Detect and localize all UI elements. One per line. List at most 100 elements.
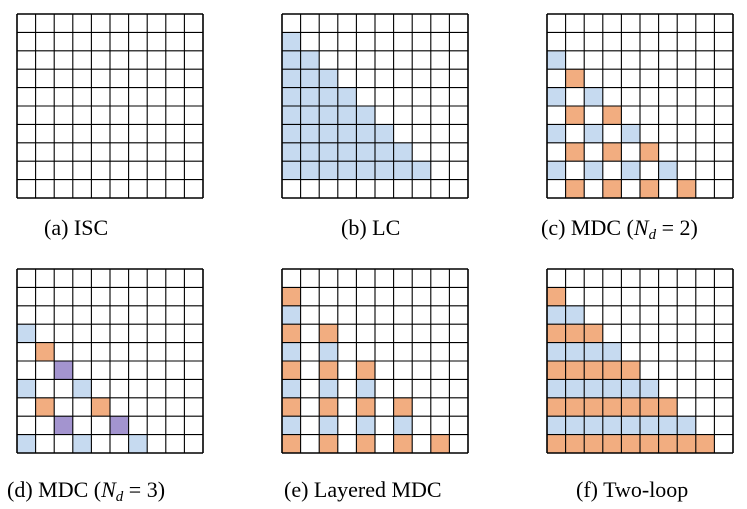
cell-orange (621, 361, 640, 380)
cell-orange (677, 179, 696, 198)
cell-orange (430, 434, 450, 453)
cell-blue (547, 305, 566, 325)
cell-blue (300, 142, 320, 162)
grid-c (546, 13, 734, 199)
cell-blue (621, 124, 640, 143)
cell-orange (319, 397, 338, 417)
cell-blue (282, 32, 301, 51)
caption-d-tail: = 3) (123, 477, 166, 502)
cell-blue (565, 342, 585, 361)
cell-blue (602, 379, 622, 398)
cell-blue (319, 342, 338, 361)
cell-blue (72, 379, 92, 398)
cell-orange (393, 434, 413, 453)
cell-blue (282, 142, 301, 162)
cell-blue (282, 50, 301, 70)
cell-purple (54, 416, 73, 435)
cell-blue (337, 87, 357, 106)
cell-orange (547, 287, 566, 306)
cell-orange (584, 324, 603, 343)
cell-purple (54, 361, 73, 380)
cell-blue (640, 416, 659, 435)
cell-blue (319, 416, 338, 435)
cell-blue (17, 434, 36, 453)
cell-blue (282, 124, 301, 143)
caption-c-prefix: (c) MDC ( (541, 215, 634, 240)
cell-orange (319, 324, 338, 343)
cell-blue (282, 69, 301, 88)
cell-blue (300, 161, 320, 180)
cell-orange (547, 324, 566, 343)
cell-orange (602, 142, 622, 162)
cell-blue (17, 379, 36, 398)
cell-blue (565, 416, 585, 435)
cell-blue (547, 416, 566, 435)
cell-blue (584, 124, 603, 143)
caption-c-sub: d (648, 227, 657, 243)
cell-orange (621, 434, 640, 453)
cell-blue (282, 416, 301, 435)
cell-orange (565, 361, 585, 380)
caption-a-text: (a) ISC (44, 215, 109, 240)
cell-orange (35, 342, 55, 361)
cell-blue (547, 379, 566, 398)
cell-orange (602, 106, 622, 125)
cell-blue (547, 161, 566, 180)
cell-orange (282, 361, 301, 380)
cell-orange (640, 397, 659, 417)
cell-orange (565, 324, 585, 343)
cell-blue (319, 161, 338, 180)
cell-blue (356, 379, 375, 398)
cell-blue (375, 161, 394, 180)
cell-orange (658, 397, 678, 417)
caption-f: (f) Two-loop (576, 478, 688, 502)
grid-a (16, 13, 204, 199)
cell-orange (584, 361, 603, 380)
caption-a: (a) ISC (44, 216, 108, 240)
cell-orange (356, 397, 375, 417)
cell-blue (393, 416, 413, 435)
cell-blue (282, 106, 301, 125)
cell-blue (602, 416, 622, 435)
cell-orange (602, 361, 622, 380)
cell-blue (584, 416, 603, 435)
caption-b: (b) LC (341, 216, 400, 240)
cell-orange (584, 434, 603, 453)
cell-blue (565, 305, 585, 325)
cell-blue (300, 106, 320, 125)
cell-blue (337, 106, 357, 125)
cell-orange (282, 434, 301, 453)
cell-blue (17, 324, 36, 343)
cell-blue (375, 124, 394, 143)
cell-blue (640, 379, 659, 398)
cell-blue (584, 161, 603, 180)
cell-orange (282, 287, 301, 306)
cell-blue (547, 124, 566, 143)
cell-blue (282, 379, 301, 398)
cell-blue (356, 161, 375, 180)
cell-blue (547, 87, 566, 106)
cell-blue (375, 142, 394, 162)
cell-orange (565, 142, 585, 162)
cell-orange (602, 179, 622, 198)
cell-blue (584, 87, 603, 106)
cell-orange (565, 397, 585, 417)
grid-e (281, 268, 469, 454)
cell-blue (621, 161, 640, 180)
caption-d-math: N (101, 477, 116, 502)
cell-orange (356, 434, 375, 453)
cell-blue (356, 416, 375, 435)
caption-f-text: (f) Two-loop (576, 477, 689, 502)
cell-blue (393, 161, 413, 180)
cell-blue (319, 124, 338, 143)
cell-orange (319, 361, 338, 380)
cell-purple (110, 416, 129, 435)
grid-b (281, 13, 469, 199)
cell-orange (319, 434, 338, 453)
cell-blue (621, 416, 640, 435)
cell-blue (300, 124, 320, 143)
cell-orange (658, 434, 678, 453)
cell-blue (282, 87, 301, 106)
cell-blue (319, 87, 338, 106)
cell-orange (602, 434, 622, 453)
